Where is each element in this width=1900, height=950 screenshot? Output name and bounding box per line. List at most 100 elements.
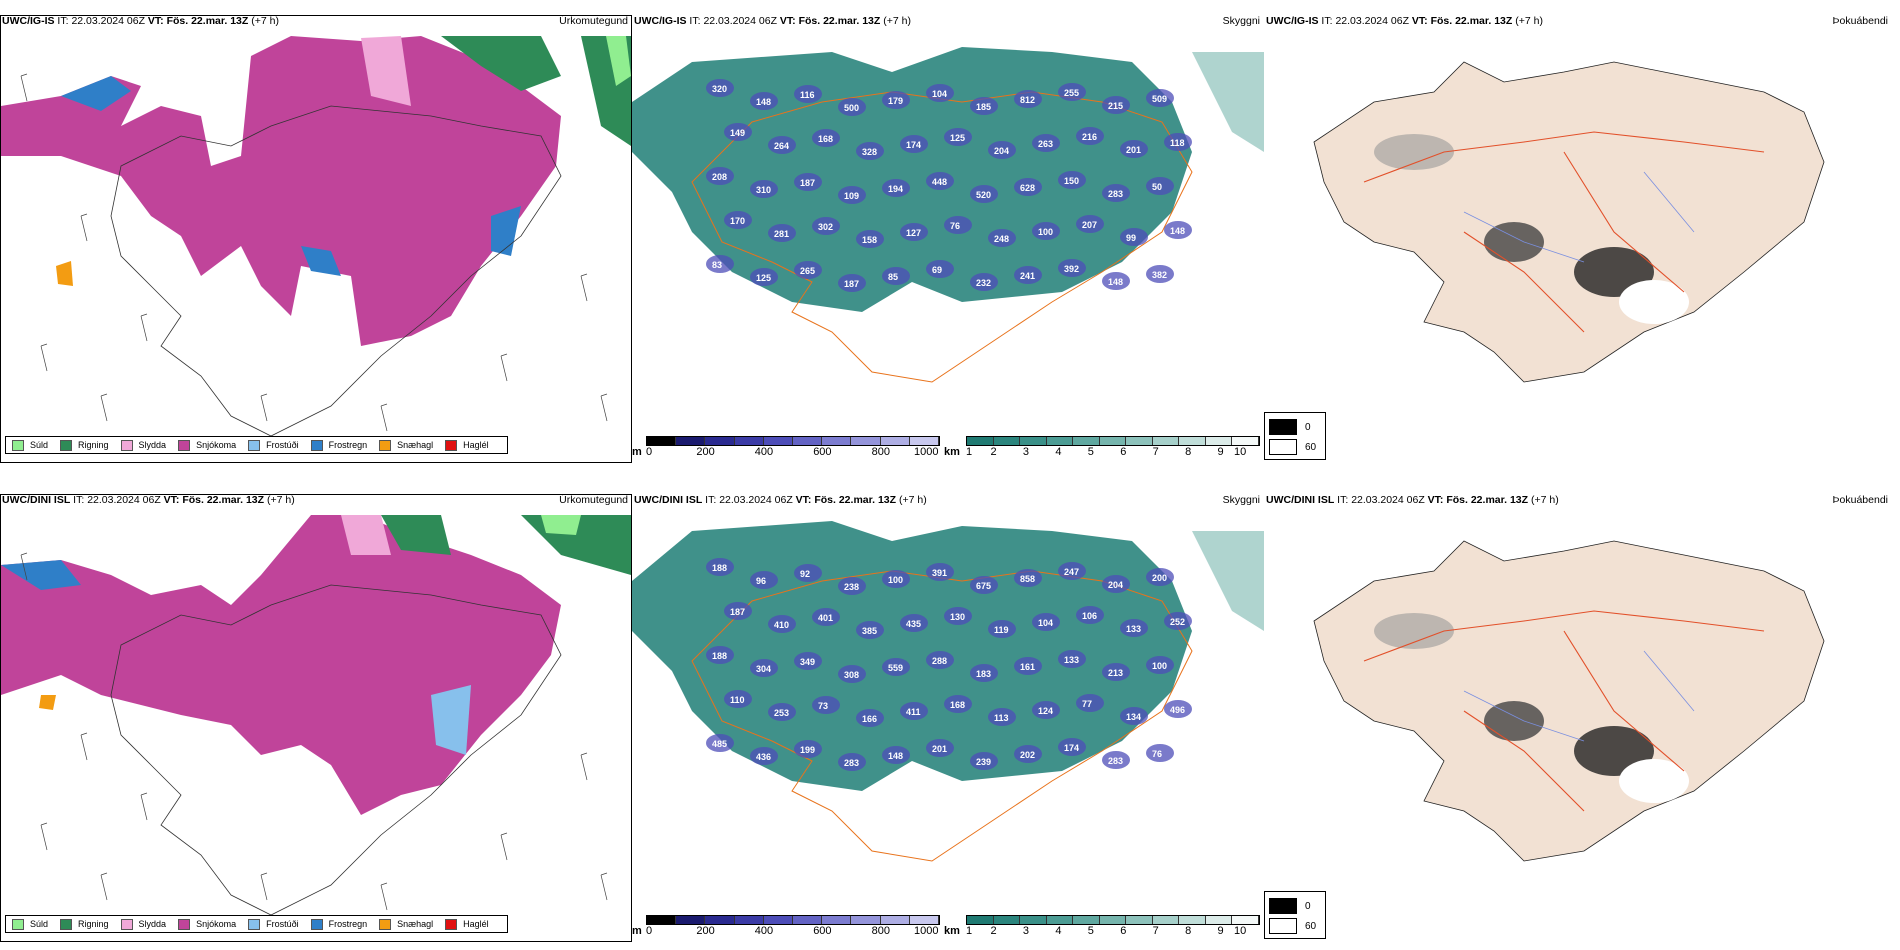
scale-segment	[1020, 916, 1047, 924]
cloud-patch	[944, 216, 972, 234]
cloud-base-label: 183	[976, 669, 991, 679]
cloud-base-label: 812	[1020, 95, 1035, 105]
cloud-base-label: 436	[756, 752, 771, 762]
cloud-base-label: 253	[774, 708, 789, 718]
scale-unit: km	[944, 925, 960, 937]
freezing-rain-area	[1, 560, 81, 590]
cloud-patch	[900, 135, 928, 153]
island-fog	[1313, 540, 1825, 862]
fog-legend-swatch	[1269, 918, 1297, 934]
scale-segment	[1232, 437, 1260, 445]
cloud-base-label: 85	[888, 272, 898, 282]
scale-tick-label: 3	[1022, 925, 1029, 937]
scale-segment	[909, 916, 940, 924]
legend-label: Frostúði	[266, 919, 299, 929]
cloud-patch	[882, 267, 910, 285]
cloud-patch	[1120, 619, 1148, 637]
legend-label: Snjókoma	[196, 919, 237, 929]
cloud-patch	[1058, 738, 1086, 756]
scale-tick-label: 200	[696, 925, 715, 937]
legend-label: Súld	[30, 440, 49, 450]
cloud-patch	[1076, 606, 1104, 624]
valid-time: Fös. 22.mar. 13Z	[166, 15, 249, 27]
fog-roads	[1363, 610, 1765, 812]
cloud-patch	[838, 665, 866, 683]
cloud-patch	[794, 564, 822, 582]
cloud-base-label: 76	[950, 221, 960, 231]
cloud-base-label: 858	[1020, 574, 1035, 584]
cloud-base-label: 200	[1152, 573, 1167, 583]
scale-tick-label: 3	[1022, 446, 1029, 458]
cloud-patch	[1102, 663, 1130, 681]
rivers	[1463, 650, 1695, 742]
cloud-base-label: 100	[1152, 661, 1167, 671]
scale-tick-label: 1	[966, 925, 973, 937]
scale-segment	[705, 437, 735, 445]
cloud-patch	[970, 273, 998, 291]
cloud-base-label: 199	[800, 745, 815, 755]
scale-segment	[763, 916, 794, 924]
cloud-base-label: 385	[862, 626, 877, 636]
cloud-patch	[812, 696, 840, 714]
cloud-patch	[1058, 259, 1086, 277]
visibility-panel-row2: UWC/DINI ISL IT: 22.03.2024 06Z VT: Fös.…	[632, 491, 1264, 942]
scale-segment	[1152, 437, 1180, 445]
cloud-patch	[882, 179, 910, 197]
panel-header: UWC/DINI ISL IT: 22.03.2024 06Z VT: Fös.…	[0, 491, 632, 509]
cloud-base-label: 485	[712, 739, 727, 749]
scale-segment	[647, 437, 677, 445]
fog-spot	[1374, 613, 1454, 649]
low-vis-area-east	[1192, 52, 1264, 152]
cloud-base-label: 118	[1170, 138, 1185, 148]
cloud-patch	[768, 136, 796, 154]
panel-header: UWC/DINI ISL IT: 22.03.2024 06Z VT: Fös.…	[632, 491, 1264, 509]
scale-tick-label: 8	[1185, 925, 1192, 937]
cloud-base-label: 119	[994, 625, 1009, 635]
cloud-base-label: 150	[1064, 176, 1079, 186]
cloud-base-label: 174	[906, 140, 921, 150]
cloud-patch	[944, 128, 972, 146]
precip-legend: Súld Rigning Slydda Snjókoma Frostúði Frostre…	[5, 915, 508, 933]
scale-segment	[763, 437, 794, 445]
vis-scale-row1: km 1 2 3 4 5 6 7 8 9 10	[944, 436, 1264, 462]
cloud-patch	[706, 558, 734, 576]
fog-map-svg	[1313, 61, 1825, 383]
cloud-patch	[794, 261, 822, 279]
cloud-base-label: 213	[1108, 668, 1123, 678]
cloud-base-label: 241	[1020, 271, 1035, 281]
drizzle-area	[606, 36, 631, 86]
cloud-patch	[882, 746, 910, 764]
cloud-base-label: 148	[1170, 226, 1185, 236]
cloud-base-label: 104	[1038, 618, 1053, 628]
cloud-base-label: 204	[1108, 580, 1123, 590]
cloud-patch	[750, 747, 778, 765]
cloud-base-label: 239	[976, 757, 991, 767]
cloud-patch	[1146, 744, 1174, 762]
legend-item: Frostregn	[310, 439, 367, 451]
scale-segment	[676, 916, 706, 924]
cloud-patch	[1058, 171, 1086, 189]
cloud-base-label: 207	[1082, 220, 1097, 230]
legend-swatch	[60, 918, 73, 930]
cloud-patch	[1102, 575, 1130, 593]
cloud-patch	[706, 79, 734, 97]
cloud-patch	[1076, 127, 1104, 145]
legend-swatch	[12, 918, 24, 930]
scale-tick-label: 800	[871, 446, 890, 458]
fog-spot-white	[1619, 759, 1689, 803]
cloud-base-label: 194	[888, 184, 903, 194]
cloud-patch	[838, 753, 866, 771]
cloud-scale-row2: m 0 200 400 600 800 1000	[632, 915, 944, 941]
legend-label: Rigning	[78, 440, 109, 450]
coastline	[110, 105, 562, 437]
cloud-patch	[1014, 569, 1042, 587]
cloud-base-label: 255	[1064, 88, 1079, 98]
scale-tick-label: 200	[696, 446, 715, 458]
legend-item: Frostregn	[310, 918, 367, 930]
cloud-base-label: 435	[906, 619, 921, 629]
cloud-patch	[838, 98, 866, 116]
cloud-base-label: 283	[1108, 189, 1123, 199]
cloud-base-label: 264	[774, 141, 789, 151]
cloud-base-label: 161	[1020, 662, 1035, 672]
legend-item: Frostúði	[248, 439, 299, 451]
